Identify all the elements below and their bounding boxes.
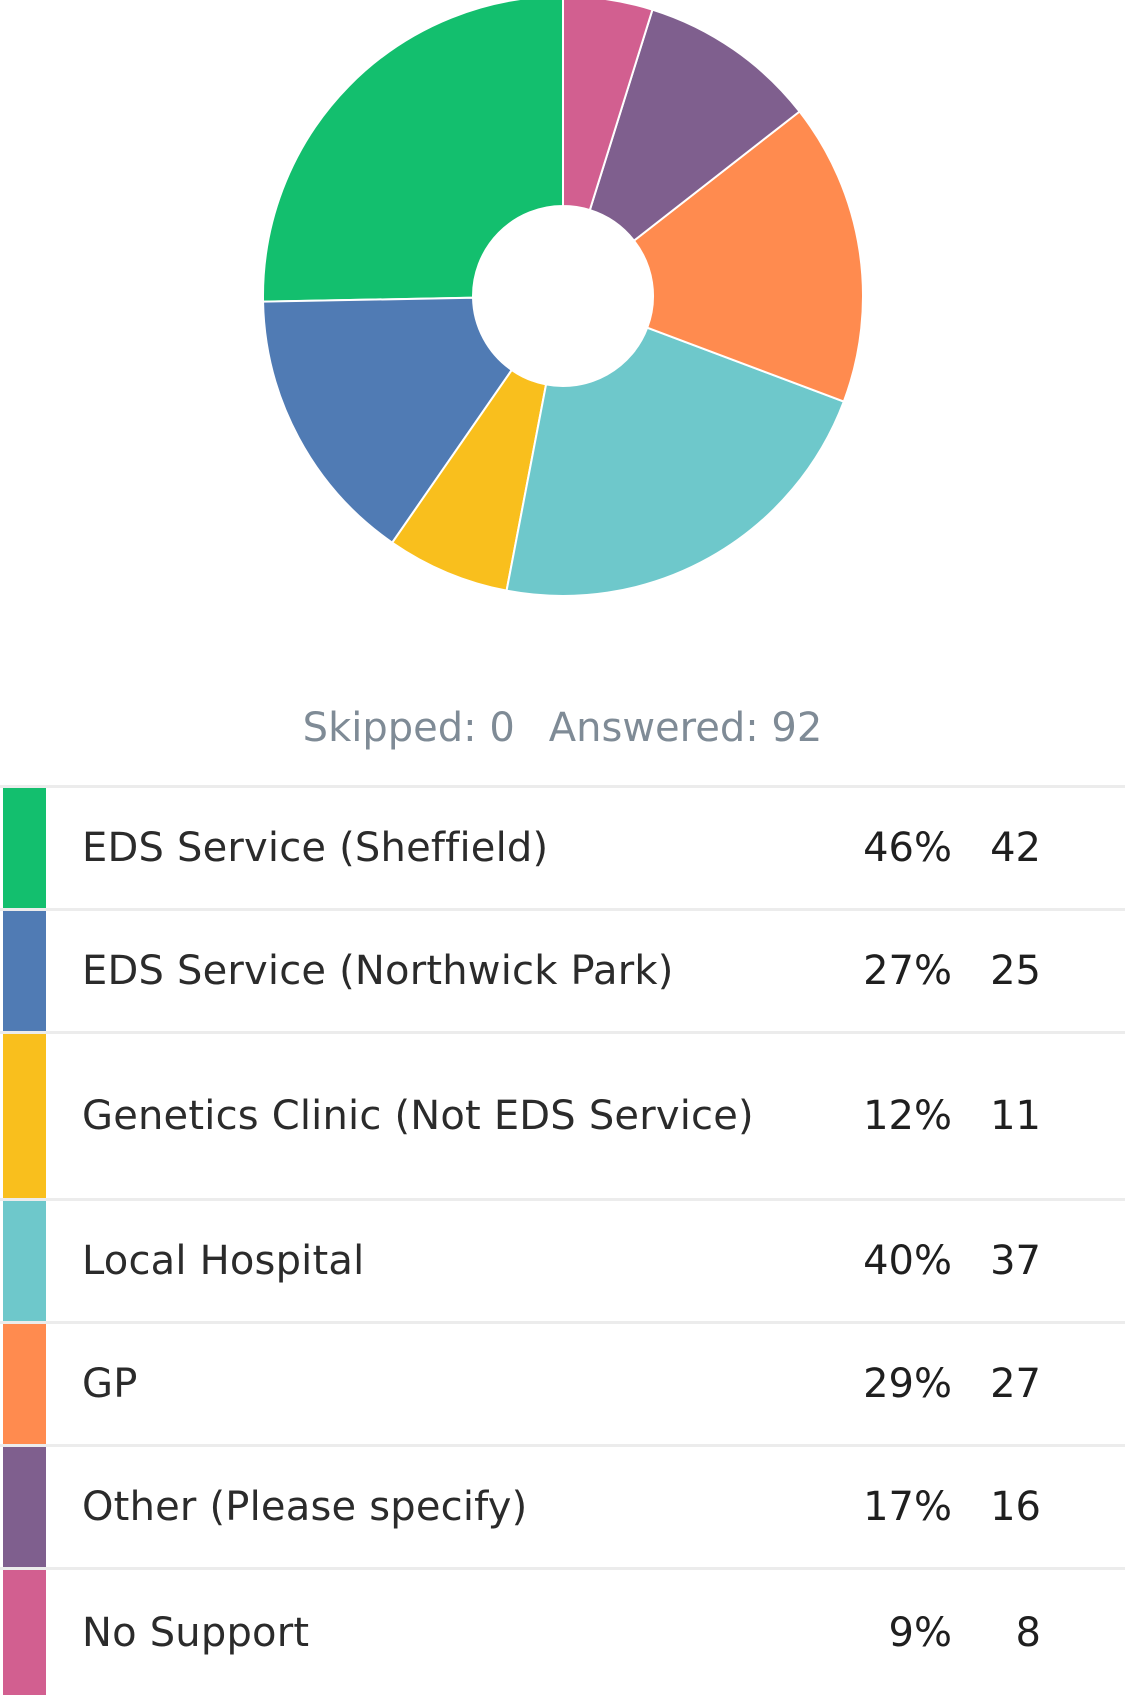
answer-color-swatch xyxy=(3,1201,46,1321)
answer-label: GP xyxy=(82,1361,138,1407)
answer-percent: 17% xyxy=(863,1484,952,1530)
answer-percent: 9% xyxy=(888,1609,952,1656)
donut-slice-6 xyxy=(588,8,801,243)
answer-color-swatch xyxy=(3,911,46,1031)
answer-row-5: GP 29% 27 xyxy=(0,1321,1125,1444)
answer-percent: 12% xyxy=(863,1093,952,1139)
answer-count: 16 xyxy=(990,1484,1041,1530)
donut-slice-4 xyxy=(505,326,846,597)
donut-slice-7 xyxy=(562,0,654,212)
response-summary: Skipped: 0 Answered: 92 xyxy=(0,700,1125,756)
answer-label: EDS Service (Northwick Park) xyxy=(82,948,674,994)
answer-percent: 27% xyxy=(863,948,952,994)
answer-label: Other (Please specify) xyxy=(82,1484,528,1530)
skipped-count: Skipped: 0 xyxy=(302,705,515,751)
answer-color-swatch xyxy=(3,1324,46,1444)
answer-count: 42 xyxy=(990,825,1041,871)
donut-slice-1 xyxy=(262,0,564,303)
answer-row-4: Local Hospital 40% 37 xyxy=(0,1198,1125,1321)
answer-label: Local Hospital xyxy=(82,1238,365,1284)
answer-label: EDS Service (Sheffield) xyxy=(82,825,549,871)
donut-chart-svg xyxy=(262,0,864,597)
answer-color-swatch xyxy=(3,1570,46,1695)
answer-row-7: No Support 9% 8 xyxy=(0,1567,1125,1695)
donut-chart xyxy=(0,0,1125,640)
answer-percent: 40% xyxy=(863,1238,952,1284)
donut-slice-5 xyxy=(632,110,864,403)
answer-label: No Support xyxy=(82,1609,310,1656)
answer-color-swatch xyxy=(3,1447,46,1567)
answer-count: 11 xyxy=(990,1093,1041,1139)
answer-color-swatch xyxy=(3,788,46,908)
answered-count: Answered: 92 xyxy=(548,705,823,751)
answer-count: 8 xyxy=(1015,1609,1041,1656)
answer-label: Genetics Clinic (Not EDS Service) xyxy=(82,1093,754,1139)
answer-row-3: Genetics Clinic (Not EDS Service) 12% 11 xyxy=(0,1031,1125,1198)
answer-row-1: EDS Service (Sheffield) 46% 42 xyxy=(0,785,1125,908)
answer-color-swatch xyxy=(3,1034,46,1198)
donut-slice-2 xyxy=(262,296,514,545)
answer-row-2: EDS Service (Northwick Park) 27% 25 xyxy=(0,908,1125,1031)
answer-percent: 46% xyxy=(863,825,952,871)
answer-count: 27 xyxy=(990,1361,1041,1407)
answer-legend: EDS Service (Sheffield) 46% 42 EDS Servi… xyxy=(0,785,1125,1695)
answer-count: 37 xyxy=(990,1238,1041,1284)
answer-row-6: Other (Please specify) 17% 16 xyxy=(0,1444,1125,1567)
answer-count: 25 xyxy=(990,948,1041,994)
answer-percent: 29% xyxy=(863,1361,952,1407)
